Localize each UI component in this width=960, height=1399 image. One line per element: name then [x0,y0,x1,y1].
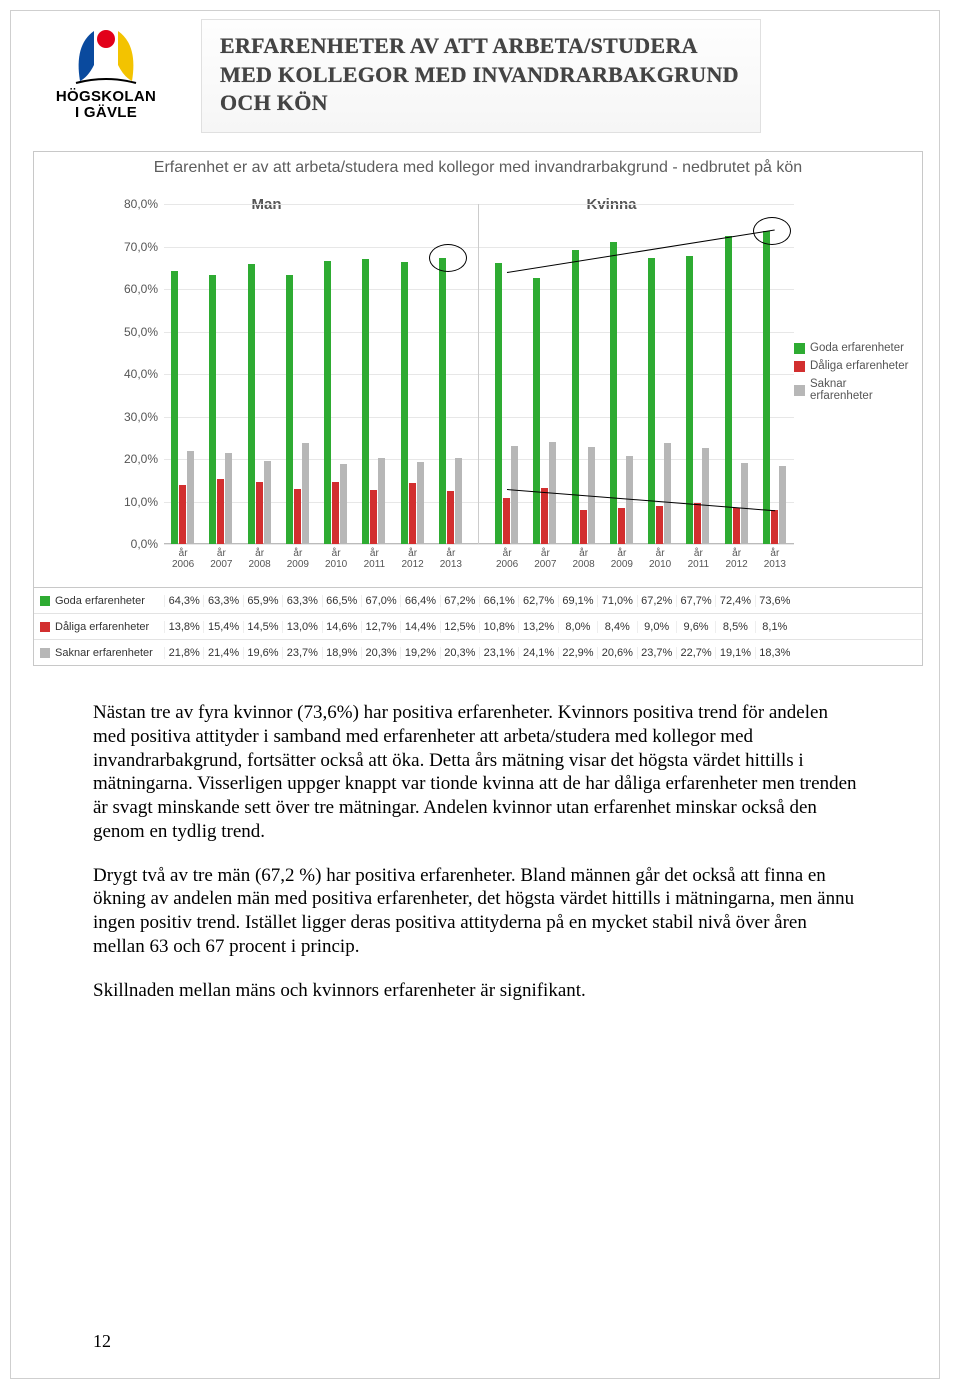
bar [694,503,701,544]
bar [741,463,748,544]
page-frame: HÖGSKOLAN I GÄVLE ERFARENHETER AV ATT AR… [10,10,940,1379]
bar [626,456,633,544]
plot-area [164,204,794,544]
legend-item-saknar: Saknar erfarenheter [794,378,912,402]
chart-title: Erfarenhet er av att arbeta/studera med … [34,158,922,178]
bar [439,258,446,544]
bar [417,462,424,544]
bar [340,464,347,544]
legend-swatch-daliga [794,361,805,372]
bar [179,485,186,544]
legend-swatch-saknar [794,385,805,396]
bar [401,262,408,544]
legend-item-goda: Goda erfarenheter [794,342,912,354]
bar [264,461,271,544]
bar [362,259,369,544]
bar [378,458,385,544]
data-table: Goda erfarenheter64,3%63,3%65,9%63,3%66,… [34,587,922,665]
legend: Goda erfarenheter Dåliga erfarenheter Sa… [794,342,912,408]
body-text: Nästan tre av fyra kvinnor (73,6%) har p… [93,701,859,1022]
bar [664,443,671,544]
bar [324,261,331,544]
paragraph-1: Nästan tre av fyra kvinnor (73,6%) har p… [93,701,859,844]
bar [286,275,293,544]
logo-text-2: I GÄVLE [46,105,166,121]
bar [171,271,178,544]
bar [511,446,518,544]
header: HÖGSKOLAN I GÄVLE ERFARENHETER AV ATT AR… [11,11,939,141]
bar [455,458,462,544]
bar [495,263,502,544]
bar [332,482,339,544]
legend-item-daliga: Dåliga erfarenheter [794,360,912,372]
bar [656,506,663,544]
logo: HÖGSKOLAN I GÄVLE [46,25,166,121]
legend-label-daliga: Dåliga erfarenheter [810,360,908,372]
bar [580,510,587,544]
page-title: ERFARENHETER AV ATT ARBETA/STUDERA MED K… [220,32,742,118]
bar [702,448,709,544]
bar [771,510,778,544]
page-number: 12 [93,1331,111,1352]
logo-icon [70,25,142,87]
y-axis: 0,0%10,0%20,0%30,0%40,0%50,0%60,0%70,0%8… [114,204,162,544]
bar [302,443,309,544]
bar [447,491,454,544]
chart: Erfarenhet er av att arbeta/studera med … [33,151,923,666]
bar [610,242,617,544]
bar [248,264,255,544]
logo-text-1: HÖGSKOLAN [46,89,166,105]
title-box: ERFARENHETER AV ATT ARBETA/STUDERA MED K… [201,19,761,133]
bar [187,451,194,544]
bar [572,250,579,544]
bar [294,489,301,544]
bar [686,256,693,544]
bar [209,275,216,544]
bar [370,490,377,544]
bar [763,231,770,544]
paragraph-2: Drygt två av tre män (67,2 %) har positi… [93,864,859,959]
legend-label-goda: Goda erfarenheter [810,342,904,354]
bar [256,482,263,544]
bar [503,498,510,544]
bar [725,236,732,544]
bar [225,453,232,544]
legend-swatch-goda [794,343,805,354]
x-labels: år2006år2007år2008år2009år2010år2011år20… [164,548,794,580]
bar [409,483,416,544]
bar [733,508,740,544]
legend-label-saknar: Saknar erfarenheter [810,378,912,402]
paragraph-3: Skillnaden mellan mäns och kvinnors erfa… [93,979,859,1003]
bar [217,479,224,544]
bar [618,508,625,544]
bar [533,278,540,544]
bar [779,466,786,544]
bar [541,488,548,544]
